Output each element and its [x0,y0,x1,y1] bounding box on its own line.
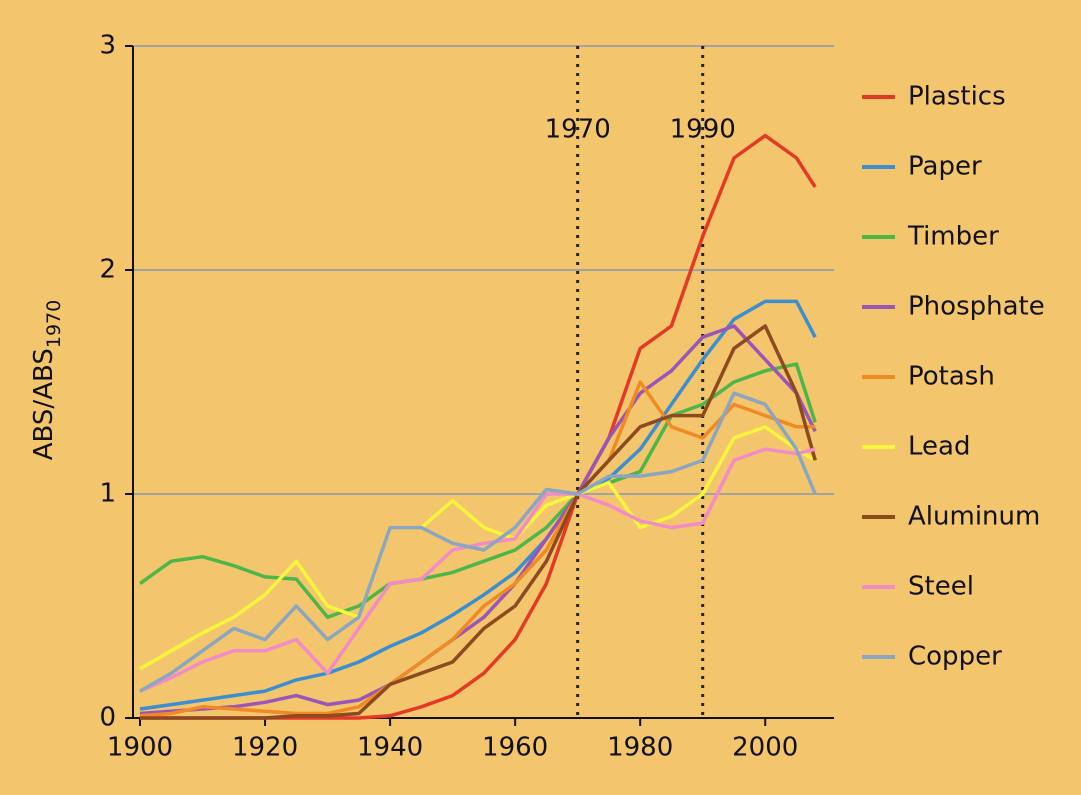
legend-label: Timber [907,222,999,252]
legend-label: Copper [908,642,1002,672]
legend-label: Steel [908,572,974,602]
series-line [139,447,816,693]
y-tick-label: 2 [99,255,116,285]
legend-label: Plastics [908,82,1006,112]
y-tick-label: 0 [99,703,116,733]
legend-label: Phosphate [908,292,1045,322]
legend-label: Paper [908,152,982,182]
reference-label: 1970 [545,115,611,145]
series-line [139,380,816,718]
series-line [139,324,817,716]
y-axis-label-main: ABS/ABS [29,348,59,460]
legend-label: Lead [908,432,970,462]
legend-label: Aluminum [908,502,1040,532]
x-tick-label: 1940 [357,733,423,763]
series-line [140,324,817,720]
y-tick-label: 3 [99,31,116,61]
x-tick-label: 1900 [107,733,173,763]
legend-label: Potash [908,362,995,392]
x-tick-label: 2000 [732,733,798,763]
x-tick-label: 1960 [482,733,548,763]
x-tick-label: 1920 [232,733,298,763]
series-line [139,391,817,693]
x-tick-label: 1980 [607,733,673,763]
reference-label: 1990 [670,115,736,145]
series-line [139,425,817,671]
series-line [139,299,817,711]
y-tick-label: 1 [99,479,116,509]
y-axis-label: ABS/ABS1970 [29,300,65,460]
y-axis-label-sub: 1970 [43,300,65,348]
